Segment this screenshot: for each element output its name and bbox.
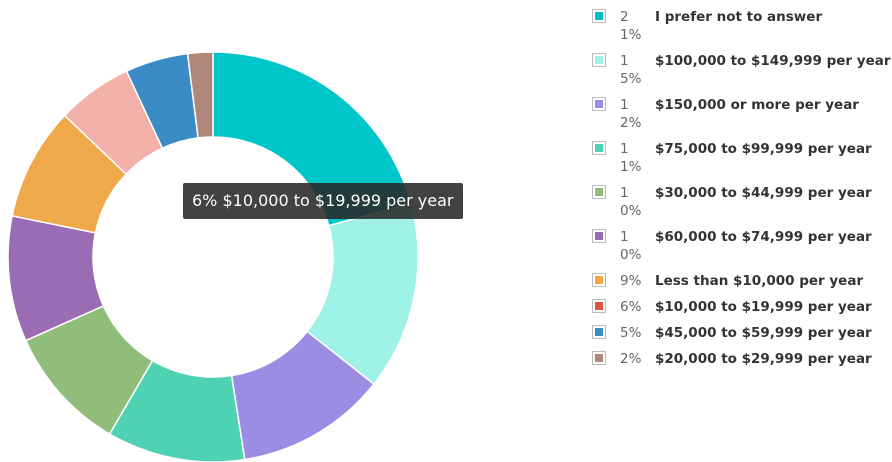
legend-item: 15% $100,000 to $149,999 per year [592, 52, 892, 88]
legend-label: Less than $10,000 per year [655, 273, 864, 289]
legend-swatch [592, 273, 606, 287]
legend-value: 10% [620, 185, 642, 219]
legend-color [595, 232, 603, 240]
legend-item: 5% $45,000 to $59,999 per year [592, 324, 892, 342]
legend-swatch [592, 229, 606, 243]
slice [186, 51, 214, 139]
legend-item: 12% $150,000 or more per year [592, 96, 892, 132]
legend-value: 2% [620, 351, 642, 367]
legend-label: $75,000 to $99,999 per year [655, 141, 872, 157]
legend-item: 10% $30,000 to $44,999 per year [592, 184, 892, 220]
legend-item: 6% $10,000 to $19,999 per year [592, 298, 892, 316]
legend-value: 21% [620, 9, 642, 43]
legend-swatch [592, 97, 606, 111]
legend-label: $30,000 to $44,999 per year [655, 185, 872, 201]
legend-swatch [592, 351, 606, 365]
tooltip: 6% $10,000 to $19,999 per year [183, 183, 463, 219]
legend-color [595, 354, 603, 362]
legend-swatch [592, 299, 606, 313]
legend-value: 6% [620, 299, 642, 315]
legend-value: 11% [620, 141, 642, 175]
legend-color [595, 302, 603, 310]
legend-label: I prefer not to answer [655, 9, 823, 25]
legend-value: 5% [620, 325, 642, 341]
legend-item: 9% Less than $10,000 per year [592, 272, 892, 290]
legend-color [595, 276, 603, 284]
legend-label: $45,000 to $59,999 per year [655, 325, 872, 341]
legend-color [595, 100, 603, 108]
legend-color [595, 12, 603, 20]
legend-value: 9% [620, 273, 642, 289]
legend-color [595, 188, 603, 196]
legend-item: 11% $75,000 to $99,999 per year [592, 140, 892, 176]
legend-label: $100,000 to $149,999 per year [655, 53, 891, 69]
legend-color [595, 144, 603, 152]
legend-swatch [592, 9, 606, 23]
legend-swatch [592, 325, 606, 339]
legend-swatch [592, 141, 606, 155]
legend-label: $150,000 or more per year [655, 97, 859, 113]
tooltip-value: 6% [192, 191, 218, 210]
legend-value: 12% [620, 97, 642, 131]
legend-label: $60,000 to $74,999 per year [655, 229, 872, 245]
legend-swatch [592, 185, 606, 199]
legend-item: 21% I prefer not to answer [592, 8, 892, 44]
legend-label: $10,000 to $19,999 per year [655, 299, 872, 315]
legend-swatch [592, 53, 606, 67]
legend-item: 2% $20,000 to $29,999 per year [592, 350, 892, 368]
legend-value: 10% [620, 229, 642, 263]
legend-item: 10% $60,000 to $74,999 per year [592, 228, 892, 264]
legend-label: $20,000 to $29,999 per year [655, 351, 872, 367]
legend-value: 15% [620, 53, 642, 87]
tooltip-label: $10,000 to $19,999 per year [222, 191, 454, 210]
legend-color [595, 328, 603, 336]
legend: 21% I prefer not to answer 15% $100,000 to … [592, 8, 892, 376]
legend-color [595, 56, 603, 64]
